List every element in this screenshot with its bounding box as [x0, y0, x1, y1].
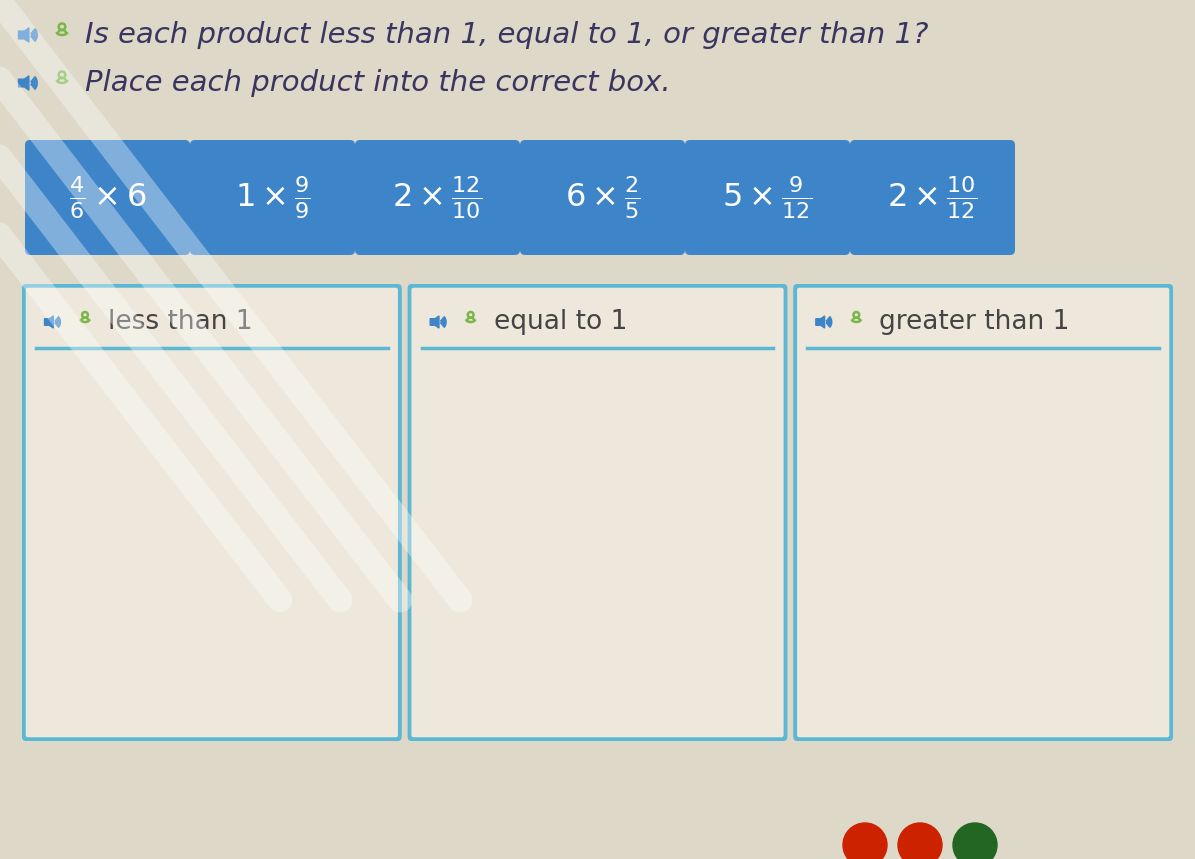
- Polygon shape: [18, 76, 29, 90]
- Circle shape: [897, 823, 942, 859]
- FancyBboxPatch shape: [355, 140, 520, 255]
- FancyBboxPatch shape: [22, 284, 402, 741]
- Text: equal to 1: equal to 1: [494, 309, 627, 335]
- Text: $5 \times \frac{9}{12}$: $5 \times \frac{9}{12}$: [723, 174, 813, 221]
- FancyBboxPatch shape: [190, 140, 355, 255]
- FancyBboxPatch shape: [793, 284, 1173, 741]
- FancyBboxPatch shape: [24, 286, 399, 739]
- FancyBboxPatch shape: [796, 286, 1171, 739]
- Text: greater than 1: greater than 1: [880, 309, 1070, 335]
- FancyBboxPatch shape: [520, 140, 685, 255]
- Circle shape: [842, 823, 887, 859]
- FancyBboxPatch shape: [850, 140, 1015, 255]
- Text: $6 \times \frac{2}{5}$: $6 \times \frac{2}{5}$: [564, 174, 641, 221]
- Text: less than 1: less than 1: [108, 309, 252, 335]
- Text: $1 \times \frac{9}{9}$: $1 \times \frac{9}{9}$: [234, 174, 311, 221]
- FancyBboxPatch shape: [25, 140, 190, 255]
- Polygon shape: [430, 316, 439, 328]
- FancyBboxPatch shape: [685, 140, 850, 255]
- FancyBboxPatch shape: [407, 284, 788, 741]
- Polygon shape: [816, 316, 825, 328]
- Polygon shape: [18, 27, 29, 42]
- FancyBboxPatch shape: [410, 286, 785, 739]
- Text: Is each product less than 1, equal to 1, or greater than 1?: Is each product less than 1, equal to 1,…: [85, 21, 929, 49]
- Text: $\frac{4}{6} \times 6$: $\frac{4}{6} \times 6$: [68, 174, 147, 221]
- Text: $2 \times \frac{12}{10}$: $2 \times \frac{12}{10}$: [392, 174, 483, 221]
- Text: Place each product into the correct box.: Place each product into the correct box.: [85, 69, 670, 97]
- Text: $2 \times \frac{10}{12}$: $2 \times \frac{10}{12}$: [888, 174, 978, 221]
- Circle shape: [952, 823, 997, 859]
- Polygon shape: [44, 316, 54, 328]
